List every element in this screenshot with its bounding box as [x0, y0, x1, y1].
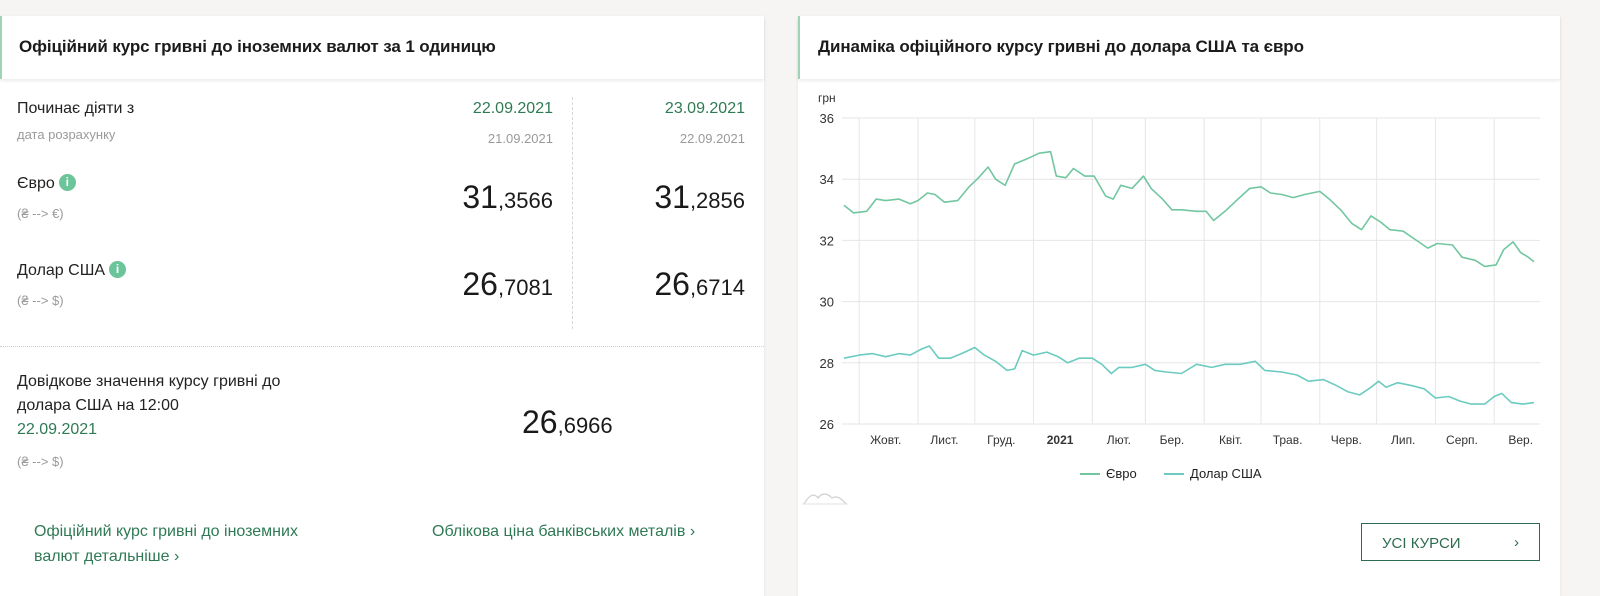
calc-date-1: 21.09.2021 — [487, 131, 553, 146]
usd-rate-2: 26,6714 — [654, 266, 745, 303]
rate-fraction: ,2856 — [689, 188, 745, 213]
x-tick-label: Квіт. — [1219, 433, 1243, 447]
x-tick-label: Лист. — [930, 433, 958, 447]
euro-name: Євро — [17, 175, 55, 192]
reference-line-1: Довідкове значення курсу гривні до — [17, 373, 281, 390]
reference-direction: (₴ --> $) — [17, 454, 64, 469]
chevron-right-icon: › — [173, 548, 180, 565]
info-icon[interactable]: i — [109, 261, 127, 278]
x-tick-label: Лип. — [1391, 433, 1415, 447]
x-tick-label: Трав. — [1273, 433, 1303, 447]
calc-date-2: 22.09.2021 — [679, 131, 745, 146]
rate-integer: 26 — [522, 404, 558, 440]
y-tick-label: 28 — [820, 356, 834, 371]
y-tick-label: 34 — [820, 172, 834, 187]
euro-label: Євро i — [17, 174, 76, 193]
official-rates-card: Офіційний курс гривні до іноземних валют… — [0, 16, 764, 596]
card-title: Офіційний курс гривні до іноземних валют… — [19, 37, 496, 56]
legend-item: Долар США — [1190, 466, 1262, 481]
x-tick-label: Лют. — [1107, 433, 1131, 447]
x-tick-label: Груд. — [987, 433, 1015, 447]
all-rates-button[interactable]: УСІ КУРСИ › — [1361, 523, 1540, 561]
series-line-usd — [843, 345, 1535, 405]
rate-integer: 26 — [654, 266, 690, 302]
rate-integer: 31 — [654, 179, 690, 215]
link-text: Облікова ціна банківських металів — [432, 523, 686, 540]
column-divider — [572, 97, 573, 329]
usd-rate-1: 26,7081 — [462, 266, 553, 303]
card-header: Динаміка офіційного курсу гривні до дола… — [798, 16, 1560, 79]
effective-label: Починає діяти з — [17, 100, 135, 117]
rate-integer: 31 — [462, 179, 498, 215]
link-line-2: валют детальніше — [34, 548, 170, 565]
euro-rate-1: 31,3566 — [462, 179, 553, 216]
section-divider — [0, 346, 764, 347]
y-tick-label: 26 — [820, 417, 834, 432]
chart-logo-icon — [803, 493, 847, 505]
reference-line-2: долара США на 12:00 — [17, 397, 179, 414]
detailed-rates-link[interactable]: Офіційний курс гривні до іноземних валют… — [34, 519, 298, 569]
series-line-euro — [843, 150, 1535, 268]
chevron-right-icon: › — [1514, 534, 1519, 551]
card-header: Офіційний курс гривні до іноземних валют… — [0, 16, 764, 79]
y-tick-label: 32 — [820, 233, 834, 248]
legend-item: Євро — [1106, 466, 1137, 481]
y-tick-label: 30 — [820, 295, 834, 310]
euro-direction: (₴ --> €) — [17, 206, 64, 221]
y-tick-label: 36 — [820, 111, 834, 126]
rate-dynamics-card: Динаміка офіційного курсу гривні до дола… — [798, 16, 1560, 596]
usd-direction: (₴ --> $) — [17, 293, 64, 308]
reference-date: 22.09.2021 — [17, 421, 98, 438]
info-icon[interactable]: i — [58, 174, 76, 191]
euro-rate-2: 31,2856 — [654, 179, 745, 216]
usd-label: Долар США i — [17, 261, 127, 280]
calc-date-label: дата розрахунку — [17, 127, 116, 142]
chevron-right-icon: › — [689, 523, 696, 540]
x-tick-label: Серп. — [1446, 433, 1478, 447]
metals-price-link[interactable]: Облікова ціна банківських металів › — [432, 519, 695, 544]
effective-date-2: 23.09.2021 — [664, 100, 745, 117]
link-line-1: Офіційний курс гривні до іноземних — [34, 523, 298, 540]
usd-name: Долар США — [17, 262, 106, 279]
rate-fraction: ,7081 — [497, 275, 553, 300]
effective-date-1: 22.09.2021 — [472, 100, 553, 117]
button-label: УСІ КУРСИ — [1382, 535, 1461, 552]
y-axis-title: грн — [818, 91, 836, 105]
x-tick-label: Черв. — [1331, 433, 1362, 447]
x-tick-label: Жовт. — [870, 433, 901, 447]
rate-fraction: ,6714 — [689, 275, 745, 300]
x-tick-label: 2021 — [1047, 433, 1074, 447]
x-tick-label: Бер. — [1160, 433, 1185, 447]
rate-chart: грн 26 28 30 32 34 36 Жовт. Лист. Груд. 2021 Лют. Бе… — [802, 91, 1540, 505]
card-title: Динаміка офіційного курсу гривні до дола… — [818, 37, 1304, 56]
rate-fraction: ,6966 — [557, 413, 613, 438]
x-tick-label: Вер. — [1508, 433, 1533, 447]
reference-rate: 26,6966 — [522, 404, 613, 441]
rate-fraction: ,3566 — [497, 188, 553, 213]
rate-integer: 26 — [462, 266, 498, 302]
reference-label: Довідкове значення курсу гривні до долар… — [17, 370, 280, 442]
